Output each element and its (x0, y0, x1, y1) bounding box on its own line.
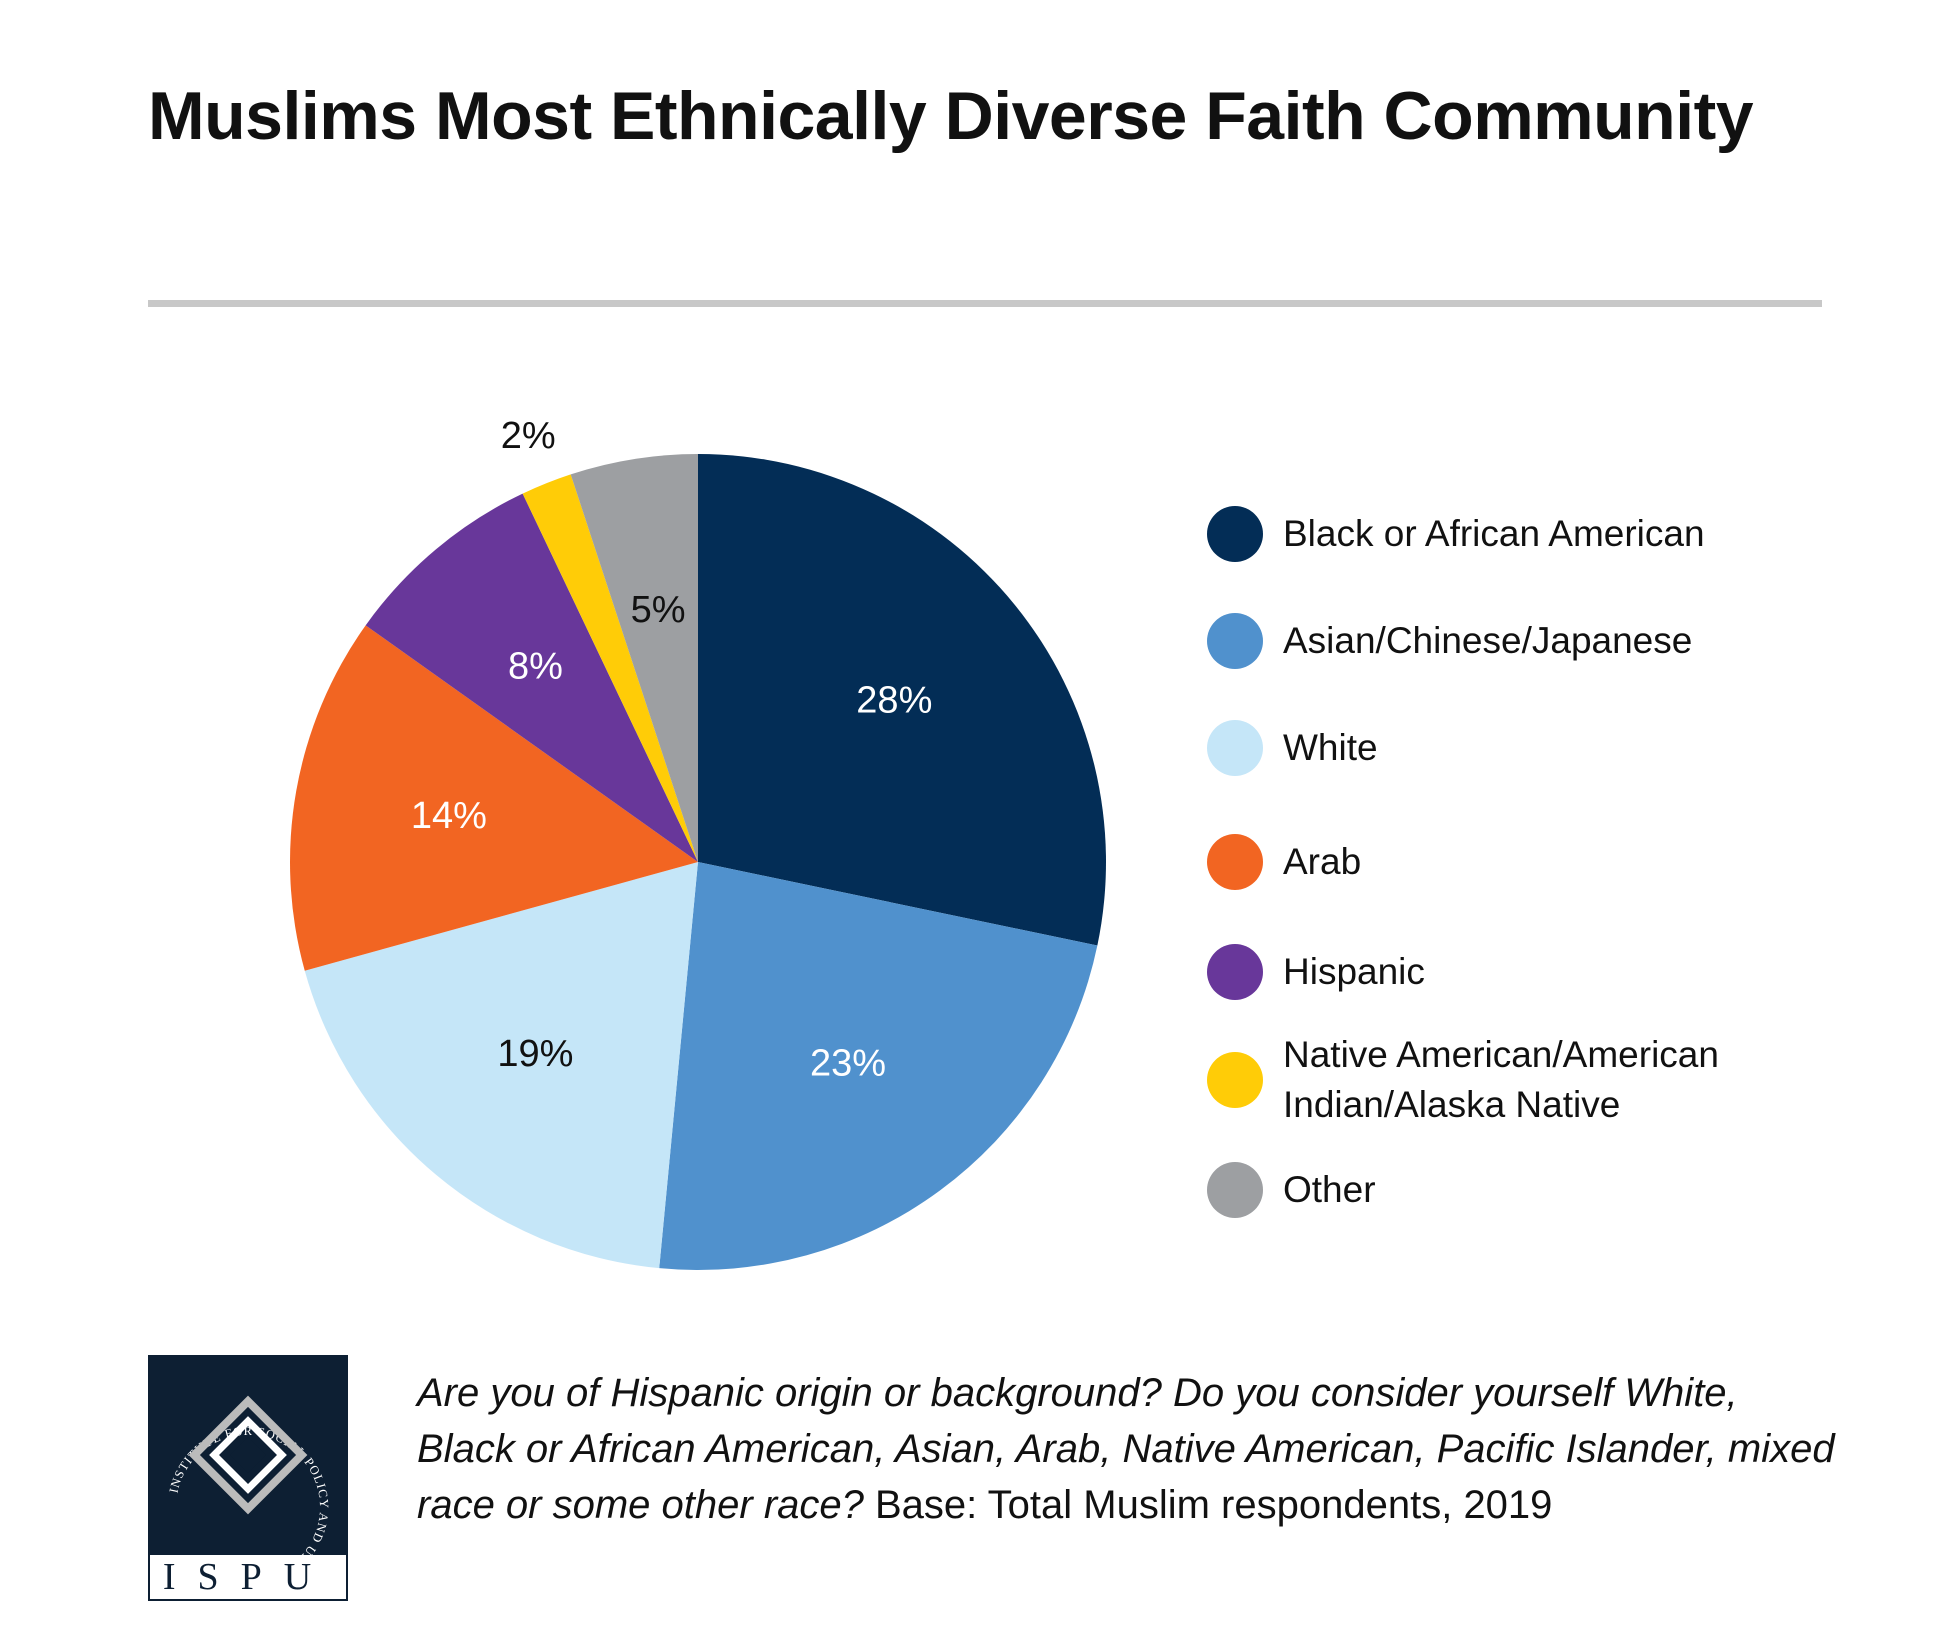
legend-swatch (1207, 613, 1263, 669)
legend-label: Hispanic (1283, 951, 1425, 992)
title-rule (148, 300, 1822, 307)
legend-item: Hispanic (1207, 944, 1783, 1000)
legend-label: White (1283, 727, 1378, 768)
legend-item: Asian/Chinese/Japanese (1207, 613, 1783, 669)
pie-slice (365, 493, 698, 862)
legend-label: Native American/American Indian/Alaska N… (1283, 1034, 1719, 1125)
legend-swatch (1207, 1162, 1263, 1218)
pie-slice (659, 862, 1098, 1271)
chart: 28% 23% 19% 14% 8% 2% 5% (290, 415, 1106, 1271)
data-label: 23% (810, 1043, 886, 1085)
footnote-base: Base: Total Muslim respondents, 2019 (875, 1483, 1553, 1527)
footnote-question: Are you of Hispanic origin or background… (417, 1371, 1835, 1527)
logo-name: ISPU (163, 1556, 333, 1598)
data-label: 2% (501, 415, 556, 457)
legend-item: White (1207, 720, 1783, 776)
legend-swatch (1207, 1052, 1263, 1108)
legend-swatch (1207, 506, 1263, 562)
data-label: 19% (497, 1033, 573, 1075)
pie-slice (304, 862, 698, 1269)
legend-swatch (1207, 720, 1263, 776)
legend-label: Arab (1283, 841, 1362, 882)
pie-slice (522, 474, 698, 862)
legend-swatch (1207, 944, 1263, 1000)
legend-label: Black or African American (1283, 513, 1705, 554)
logo-mark (188, 1395, 308, 1515)
legend-item: Arab (1207, 834, 1783, 890)
data-label: 28% (856, 680, 932, 722)
legend-label: Other (1283, 1169, 1376, 1210)
data-label: 14% (411, 795, 487, 837)
pie-slice (290, 625, 698, 971)
chart-title: Muslims Most Ethnically Diverse Faith Co… (148, 78, 1754, 154)
data-label: 5% (631, 589, 686, 631)
logo: INSTITUTE FOR SOCIAL POLICY AND UNDERSTA… (148, 1355, 348, 1601)
footnote: Are you of Hispanic origin or background… (417, 1365, 1837, 1533)
legend-item: Black or African American (1207, 506, 1783, 562)
pie-slice (698, 454, 1106, 946)
legend-item: Other (1207, 1162, 1783, 1218)
legend-item: Native American/American Indian/Alaska N… (1207, 1030, 1783, 1130)
logo-name-band (150, 1555, 346, 1599)
legend-label: Asian/Chinese/Japanese (1283, 620, 1693, 661)
pie-slice (570, 454, 698, 862)
legend-swatch (1207, 834, 1263, 890)
data-label: 8% (508, 645, 563, 687)
